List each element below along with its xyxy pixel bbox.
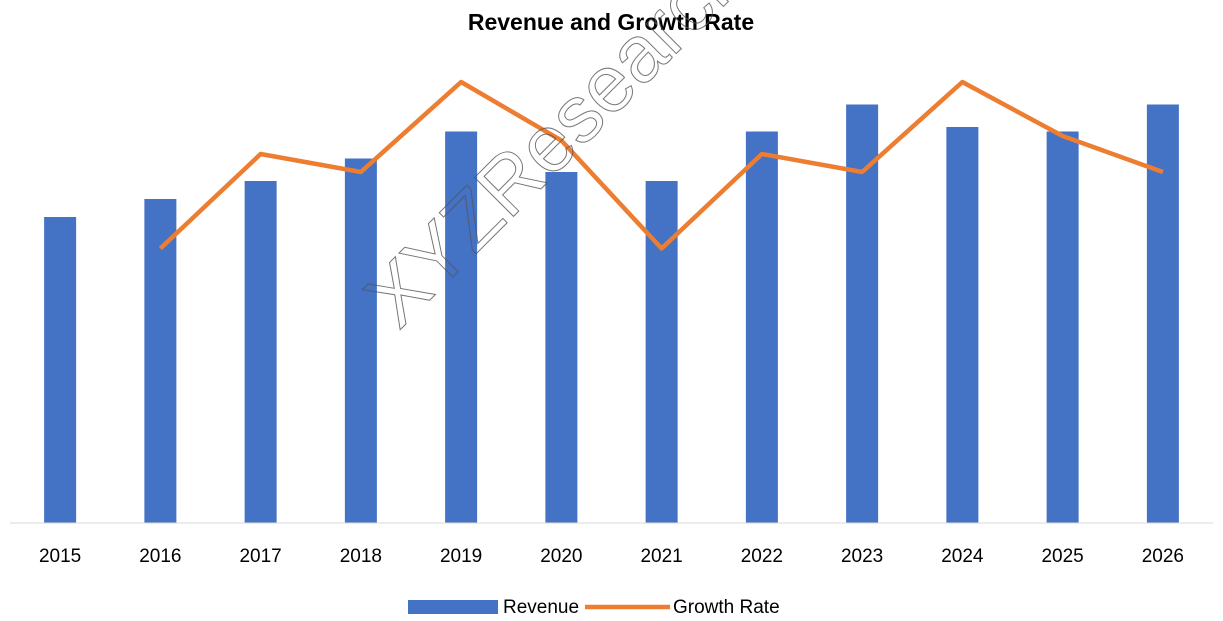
legend-swatch [408,600,498,614]
bar [1046,131,1079,523]
bar [244,181,277,523]
x-tick-label: 2017 [239,546,281,567]
bar [745,131,778,523]
x-tick-label: 2023 [841,546,883,567]
x-tick-label: 2019 [440,546,482,567]
bar [846,104,879,523]
x-tick-label: 2024 [941,546,984,567]
legend-label: Revenue [503,597,579,618]
legend-label: Growth Rate [673,597,780,618]
x-tick-label: 2016 [139,546,181,567]
x-tick-label: 2021 [640,546,682,567]
bar [946,127,979,523]
x-tick-label: 2026 [1142,546,1184,567]
x-tick-label: 2025 [1041,546,1083,567]
x-tick-label: 2022 [741,546,783,567]
line [158,79,1164,251]
x-tick-label: 2015 [39,546,81,567]
bar [44,217,77,523]
chart-title: Revenue and Growth Rate [468,9,754,35]
bar [645,181,678,523]
x-tick-label: 2018 [340,546,382,567]
bar [144,199,177,523]
bar [344,158,377,523]
bar [545,172,578,523]
bar [445,131,478,523]
x-tick-label: 2020 [540,546,582,567]
bar [1146,104,1179,523]
